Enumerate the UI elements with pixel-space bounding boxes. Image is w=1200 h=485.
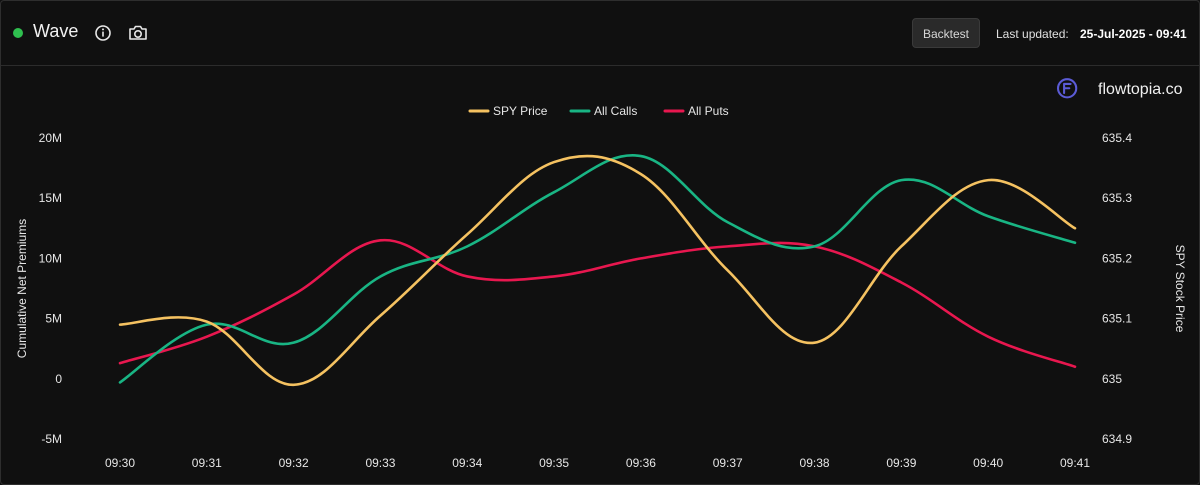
legend-label-spy-price: SPY Price <box>493 104 548 118</box>
x-axis-tick-label: 09:35 <box>539 456 569 470</box>
panel-title: Wave <box>33 21 79 41</box>
flowtopia-logo-icon <box>1056 78 1078 99</box>
x-axis-tick-label: 09:33 <box>365 456 395 470</box>
camera-icon[interactable] <box>127 23 147 43</box>
x-axis-tick-label: 09:36 <box>626 456 656 470</box>
x-axis-tick-label: 09:37 <box>713 456 743 470</box>
left-axis-title: Cumulative Net Premiums <box>15 219 29 358</box>
x-axis-tick-label: 09:30 <box>105 456 135 470</box>
backtest-button[interactable]: Backtest <box>912 18 980 48</box>
right-axis-tick-label: 635.4 <box>1102 131 1132 145</box>
x-axis-tick-label: 09:34 <box>452 456 482 470</box>
right-axis-title: SPY Stock Price <box>1173 245 1187 333</box>
last-updated-label: Last updated: <box>996 27 1069 41</box>
left-axis-tick-label: -5M <box>41 432 62 446</box>
brand-name: flowtopia.co <box>1098 81 1183 98</box>
left-axis-tick-label: 20M <box>39 131 62 145</box>
x-axis-tick-label: 09:38 <box>800 456 830 470</box>
panel-header: Wave Backtest Last updated: 25-Jul-2025 … <box>1 1 1199 66</box>
series-line-all-puts <box>118 239 1077 369</box>
wave-line-chart: 20M 15M 10M 5M 0 -5M 635.4 635.3 635.2 635.1 635 63… <box>15 104 1187 470</box>
right-axis-tick-label: 635.3 <box>1102 191 1132 205</box>
right-axis-tick-label: 635 <box>1102 372 1122 386</box>
last-updated-value: 25-Jul-2025 - 09:41 <box>1080 27 1187 41</box>
left-axis-tick-label: 0 <box>55 372 62 386</box>
series-line-spy-price <box>118 154 1077 387</box>
x-axis-tick-label: 09:41 <box>1060 456 1090 470</box>
legend-label-all-calls: All Calls <box>594 104 637 118</box>
x-axis-tick-label: 09:32 <box>279 456 309 470</box>
series-line-all-calls <box>118 154 1077 384</box>
x-axis-tick-label: 09:31 <box>192 456 222 470</box>
left-axis-tick-label: 5M <box>45 312 62 326</box>
left-axis-tick-label: 10M <box>39 251 62 265</box>
info-icon[interactable] <box>93 23 113 43</box>
left-axis-tick-label: 15M <box>39 191 62 205</box>
x-axis-tick-label: 09:40 <box>973 456 1003 470</box>
x-axis-tick-label: 09:39 <box>886 456 916 470</box>
live-status-dot <box>13 28 23 38</box>
right-axis-tick-label: 634.9 <box>1102 432 1132 446</box>
right-axis-tick-label: 635.1 <box>1102 312 1132 326</box>
legend-label-all-puts: All Puts <box>688 104 729 118</box>
right-axis-tick-label: 635.2 <box>1102 251 1132 265</box>
